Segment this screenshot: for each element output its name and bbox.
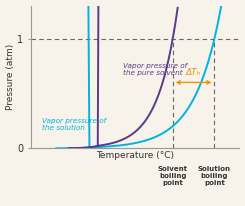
Text: Solution
boiling
point: Solution boiling point <box>198 166 231 186</box>
Text: Vapor pressure of
the pure solvent: Vapor pressure of the pure solvent <box>123 63 187 76</box>
X-axis label: Temperature (°C): Temperature (°C) <box>96 151 174 160</box>
Text: Solvent
boiling
point: Solvent boiling point <box>158 166 188 186</box>
Y-axis label: Pressure (atm): Pressure (atm) <box>6 44 14 110</box>
Text: Vapor pressure of
the solution: Vapor pressure of the solution <box>41 118 106 131</box>
Text: ΔTₕ: ΔTₕ <box>186 68 201 77</box>
